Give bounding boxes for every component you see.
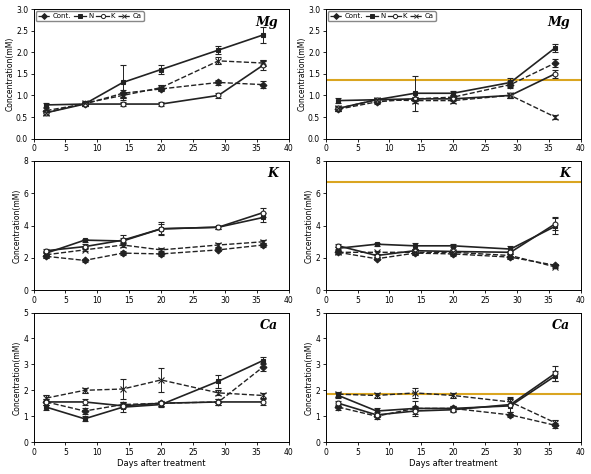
Y-axis label: Concentration(mM): Concentration(mM) bbox=[305, 188, 314, 263]
X-axis label: Days after treatment: Days after treatment bbox=[117, 459, 205, 468]
Text: Ca: Ca bbox=[552, 319, 570, 332]
Y-axis label: Concentration(mM): Concentration(mM) bbox=[13, 340, 22, 415]
Text: Mg: Mg bbox=[256, 16, 278, 28]
Text: K: K bbox=[268, 167, 278, 180]
Y-axis label: Concentration(mM): Concentration(mM) bbox=[5, 36, 15, 111]
Legend: Cont., N, K, Ca: Cont., N, K, Ca bbox=[35, 11, 144, 21]
Y-axis label: Concentration(mM): Concentration(mM) bbox=[298, 36, 307, 111]
Y-axis label: Concentration(mM): Concentration(mM) bbox=[13, 188, 22, 263]
Text: Ca: Ca bbox=[260, 319, 278, 332]
Y-axis label: Concentration(mM): Concentration(mM) bbox=[305, 340, 314, 415]
Text: K: K bbox=[560, 167, 570, 180]
X-axis label: Days after treatment: Days after treatment bbox=[409, 459, 498, 468]
Text: Mg: Mg bbox=[548, 16, 570, 28]
Legend: Cont., N, K, Ca: Cont., N, K, Ca bbox=[328, 11, 436, 21]
